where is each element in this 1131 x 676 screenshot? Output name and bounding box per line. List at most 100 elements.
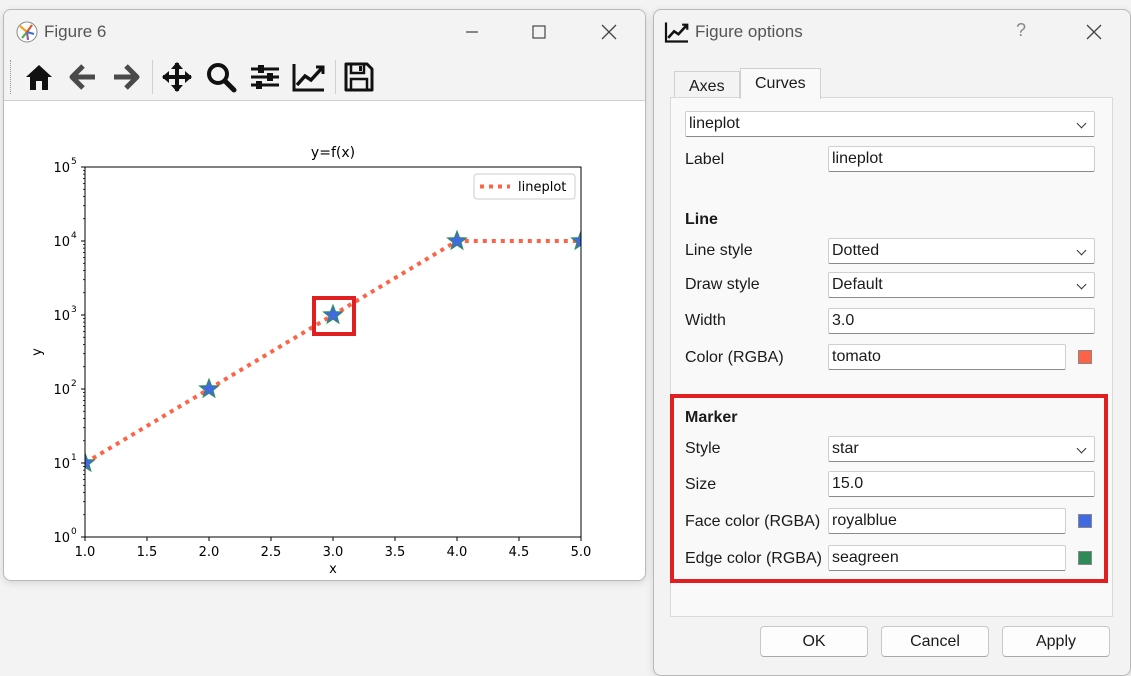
x-tick-label: 1.0	[75, 545, 96, 560]
arrow-right-icon	[114, 64, 140, 90]
x-tick-label: 2.5	[261, 545, 282, 560]
maximize-icon	[532, 25, 546, 39]
x-tick-label: 3.0	[323, 545, 344, 560]
legend-label: lineplot	[518, 180, 566, 195]
line-chart-icon	[664, 22, 689, 43]
marker-style-label: Style	[685, 440, 721, 457]
line-chart-icon	[292, 64, 325, 92]
ok-button[interactable]: OK	[760, 626, 868, 657]
figure-window-title: Figure 6	[44, 22, 107, 41]
series-line	[85, 239, 581, 465]
data-point-star	[570, 229, 581, 251]
face-color-label: Face color (RGBA)	[685, 513, 821, 530]
y-tick-label: 10	[53, 531, 70, 546]
zoom-button[interactable]	[203, 60, 239, 94]
tab-axes[interactable]: Axes	[674, 71, 740, 99]
face-color-swatch-button[interactable]	[1078, 514, 1092, 528]
edge-color-swatch-button[interactable]	[1078, 551, 1092, 565]
axes-frame	[84, 166, 582, 538]
y-tick-exponent: 1	[71, 453, 77, 463]
y-tick-label: 10	[53, 457, 70, 472]
x-tick-label: 2.0	[199, 545, 220, 560]
marker-size-input[interactable]: 15.0	[828, 471, 1095, 497]
tab-curves[interactable]: Curves	[740, 68, 821, 99]
back-button[interactable]	[65, 60, 101, 94]
width-label: Width	[685, 312, 726, 329]
data-point-star	[322, 303, 344, 325]
line-color-input[interactable]: tomato	[828, 344, 1066, 370]
y-tick-exponent: 5	[71, 157, 77, 167]
apply-button[interactable]: Apply	[1002, 626, 1110, 657]
y-tick-label: 10	[53, 309, 70, 324]
chart-title: y=f(x)	[311, 145, 355, 161]
save-button[interactable]	[341, 60, 377, 94]
x-tick-label: 3.5	[385, 545, 406, 560]
dialog-title: Figure options	[695, 22, 803, 41]
magnifier-icon	[207, 63, 237, 93]
draw-style-select[interactable]: Default	[828, 272, 1095, 298]
label-input[interactable]: lineplot	[828, 146, 1095, 172]
line-style-label: Line style	[685, 242, 753, 259]
data-point-star	[446, 229, 468, 251]
legend-box	[473, 173, 576, 200]
marker-size-label: Size	[685, 476, 717, 493]
figure-options-dialog: Figure options ? Axes Curves lineplot La…	[653, 9, 1131, 676]
y-tick-label: 10	[53, 383, 70, 398]
y-tick-exponent: 3	[71, 305, 77, 315]
x-tick-label: 4.5	[509, 545, 530, 560]
figure-options-button[interactable]	[291, 60, 327, 94]
sliders-icon	[251, 65, 279, 89]
cancel-button[interactable]: Cancel	[881, 626, 989, 657]
floppy-disk-icon	[344, 62, 374, 92]
pan-button[interactable]	[159, 60, 195, 94]
line-color-swatch-button[interactable]	[1078, 350, 1092, 364]
y-tick-label: 10	[53, 161, 70, 176]
y-tick-exponent: 2	[71, 379, 77, 389]
toolbar-separator	[335, 60, 336, 94]
close-icon	[601, 24, 617, 40]
data-point-star	[198, 377, 220, 399]
line-section-heading: Line	[685, 211, 718, 228]
home-icon	[26, 65, 52, 90]
marker-section-heading: Marker	[685, 409, 738, 426]
figure-window: Figure 6	[3, 9, 646, 581]
marker-style-select[interactable]: star	[828, 436, 1095, 462]
line-style-select[interactable]: Dotted	[828, 238, 1095, 264]
figure-titlebar[interactable]: Figure 6	[4, 10, 645, 54]
home-button[interactable]	[21, 60, 57, 94]
selected-point-highlight	[312, 296, 356, 336]
x-tick-label: 4.0	[447, 545, 468, 560]
y-tick-exponent: 4	[71, 231, 77, 241]
face-color-input[interactable]: royalblue	[828, 508, 1066, 534]
minimize-button[interactable]	[452, 16, 492, 48]
width-input[interactable]: 3.0	[828, 308, 1095, 334]
y-axis-label: y	[30, 348, 45, 356]
forward-button[interactable]	[108, 60, 144, 94]
plot-area	[85, 229, 581, 473]
y-tick-exponent: 0	[71, 527, 77, 537]
y-tick-label: 10	[53, 235, 70, 250]
line-color-label: Color (RGBA)	[685, 349, 784, 366]
label-label: Label	[685, 151, 725, 168]
edge-color-input[interactable]: seagreen	[828, 545, 1066, 571]
matplotlib-logo-icon	[16, 21, 38, 43]
edge-color-label: Edge color (RGBA)	[685, 550, 822, 567]
toolbar-grip[interactable]	[10, 60, 13, 94]
x-tick-label: 5.0	[571, 545, 592, 560]
help-button[interactable]: ?	[1016, 20, 1027, 40]
minimize-icon	[466, 31, 478, 33]
close-button[interactable]	[589, 16, 629, 48]
maximize-button[interactable]	[519, 16, 559, 48]
move-icon	[162, 62, 192, 92]
curve-select[interactable]: lineplot	[685, 111, 1095, 137]
toolbar-separator	[152, 60, 153, 94]
navigation-toolbar	[4, 54, 645, 101]
draw-style-label: Draw style	[685, 276, 760, 293]
dialog-close-button[interactable]	[1074, 16, 1114, 48]
legend: lineplot	[473, 173, 576, 200]
close-icon	[1086, 24, 1102, 40]
x-tick-label: 1.5	[137, 545, 158, 560]
arrow-left-icon	[69, 64, 95, 90]
subplots-button[interactable]	[247, 60, 283, 94]
